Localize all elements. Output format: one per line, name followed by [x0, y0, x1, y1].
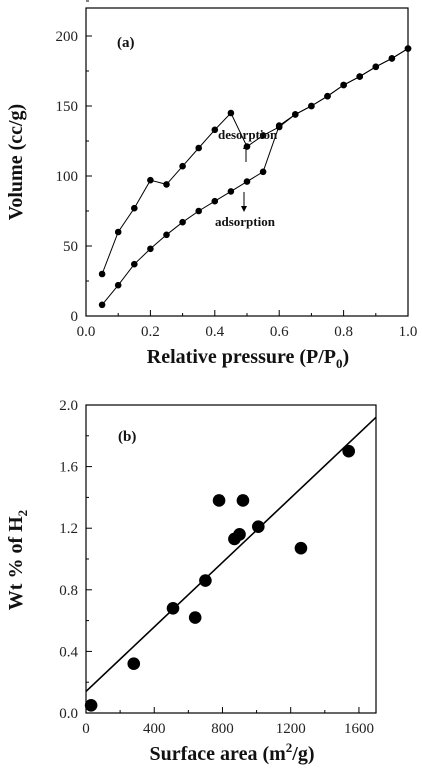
y-tick-label-b: 0.4	[59, 644, 78, 660]
series-line-adsorption	[101, 48, 409, 306]
x-tick-label-b: 1600	[344, 721, 374, 737]
scatter-point	[212, 494, 226, 507]
x-tick-label-b: 400	[143, 721, 166, 737]
data-point-desorption	[179, 162, 186, 170]
data-point-desorption	[114, 228, 122, 236]
data-point-desorption	[131, 204, 138, 212]
x-tick-label-b: 0	[82, 721, 90, 737]
y-tick-label-b: 0.0	[59, 706, 78, 722]
data-point-desorption	[340, 81, 347, 89]
y-tick-label-a: 150	[56, 99, 79, 115]
x-tick-label-a: 0.2	[141, 324, 160, 340]
ylabel-b-main: Wt % of H	[5, 516, 27, 610]
scatter-point	[233, 528, 246, 541]
data-point-desorption	[195, 144, 202, 152]
ylabel-a: Volume (cc/g)	[5, 104, 27, 220]
x-tick-label-a: 0.0	[77, 324, 96, 340]
scatter-points-b	[84, 444, 356, 712]
data-point-adsorption	[211, 197, 219, 205]
series-lines-a	[101, 48, 409, 306]
arrow-adsorption	[241, 192, 247, 212]
x-tick-label-b: 800	[211, 721, 234, 737]
data-point-desorption	[211, 126, 219, 134]
xlabel-b: Surface area (m2/g)	[150, 740, 315, 765]
scatter-point	[251, 520, 265, 533]
y-tick-label-b: 2.0	[59, 398, 78, 414]
scatter-point	[84, 699, 98, 712]
y-tick-label-a: 100	[56, 169, 79, 185]
chart-a: 0.0 0.2 0.4 0.6 0.8 1.0 0 50 100 150 200 (a) desor…	[5, 0, 418, 371]
fit-line	[85, 416, 377, 693]
ticks-a: 0.0 0.2 0.4 0.6 0.8 1.0 0 50 100 150 200	[56, 0, 418, 340]
data-point-desorption	[259, 132, 267, 139]
data-point-adsorption	[227, 188, 235, 195]
data-point-desorption	[275, 123, 283, 131]
series-points-a	[98, 45, 412, 309]
xlabel-a-sub: 0	[336, 356, 343, 371]
x-tick-label-a: 0.6	[270, 324, 289, 340]
data-point-desorption	[227, 109, 235, 117]
xlabel-b-sup: 2	[286, 740, 293, 755]
x-tick-label-a: 0.8	[334, 324, 353, 340]
x-tick-label-b: 1200	[276, 721, 306, 737]
chart-b: 0 400 800 1200 1600 0.0 0.4 0.8 1.2 1.6 2.0 (b) Wt…	[5, 398, 377, 765]
data-point-desorption	[372, 63, 380, 71]
y-tick-label-a: 200	[56, 29, 79, 45]
arrow-desorption	[243, 143, 249, 162]
data-point-desorption	[308, 102, 315, 110]
data-point-desorption	[98, 270, 106, 278]
xlabel-b-main: Surface area (m	[150, 743, 287, 765]
ylabel-b: Wt % of H2	[5, 510, 30, 610]
ylabel-b-sub: 2	[15, 510, 30, 517]
scatter-point	[188, 611, 202, 624]
xlabel-a-end: )	[343, 346, 350, 368]
y-tick-label-a: 0	[71, 309, 79, 325]
data-point-desorption	[356, 73, 364, 80]
xlabel-a-main: Relative pressure (P/P	[147, 346, 336, 368]
panel-label-b: (b)	[118, 429, 136, 445]
annotation-desorption: desorption	[218, 127, 278, 142]
data-point-adsorption	[131, 260, 138, 268]
plot-area-a	[85, 7, 409, 317]
data-point-desorption	[324, 92, 331, 100]
panel-label-a: (a)	[117, 35, 135, 51]
scatter-point	[199, 574, 212, 587]
series-line-desorption	[101, 48, 409, 275]
data-point-adsorption	[179, 218, 186, 226]
data-point-adsorption	[243, 178, 251, 185]
data-point-desorption	[388, 55, 396, 62]
y-tick-label-b: 1.6	[59, 460, 78, 476]
y-tick-label-a: 50	[63, 239, 78, 255]
data-point-desorption	[163, 181, 170, 188]
y-tick-label-b: 1.2	[59, 521, 78, 537]
data-point-desorption	[292, 111, 299, 118]
data-point-adsorption	[195, 207, 202, 215]
data-point-desorption	[404, 45, 412, 52]
scatter-point	[342, 444, 356, 458]
data-point-adsorption	[163, 231, 170, 239]
data-point-adsorption	[114, 281, 122, 289]
xlabel-a: Relative pressure (P/P0)	[147, 346, 349, 371]
scatter-point	[166, 601, 180, 615]
xlabel-b-end: /g)	[291, 743, 314, 765]
x-tick-label-a: 0.4	[205, 324, 224, 340]
x-tick-label-a: 1.0	[399, 324, 418, 340]
data-point-adsorption	[259, 168, 267, 176]
scatter-point	[127, 657, 141, 671]
y-tick-label-b: 0.8	[59, 583, 78, 599]
ticks-b: 0 400 800 1200 1600 0.0 0.4 0.8 1.2 1.6 2.0	[59, 398, 374, 737]
annotation-adsorption: adsorption	[215, 214, 276, 229]
scatter-point	[294, 541, 308, 555]
scatter-point	[236, 494, 250, 507]
data-point-desorption	[147, 176, 154, 184]
data-point-adsorption	[98, 301, 106, 309]
data-point-adsorption	[147, 245, 154, 253]
